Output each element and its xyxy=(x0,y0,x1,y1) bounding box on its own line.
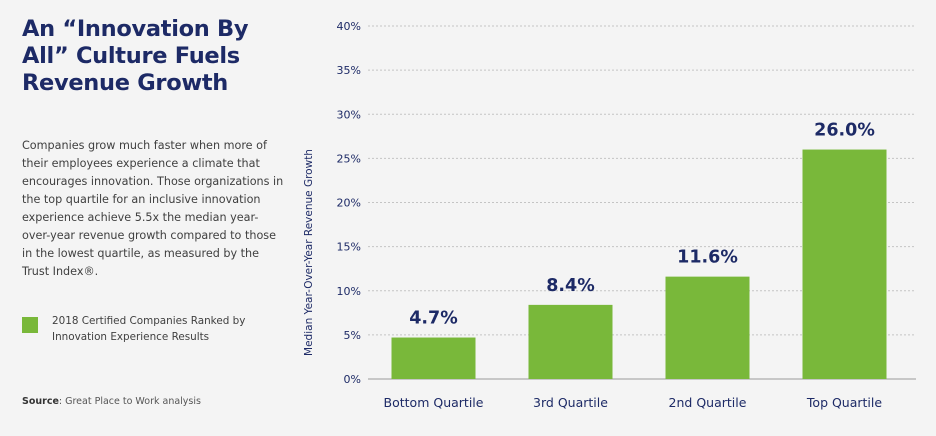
source-key: Source xyxy=(22,396,59,407)
data-label: 4.7% xyxy=(409,309,458,329)
bar xyxy=(802,149,887,379)
y-tick-label: 5% xyxy=(344,329,361,342)
chart-title: An “Innovation By All” Culture Fuels Rev… xyxy=(22,16,249,96)
x-tick-label: 2nd Quartile xyxy=(669,395,747,410)
y-tick-label: 30% xyxy=(337,108,361,121)
legend-label: 2018 Certified Companies Ranked by Innov… xyxy=(52,315,246,343)
y-tick-label: 20% xyxy=(337,197,361,210)
y-tick-label: 35% xyxy=(337,64,361,77)
chart-description: Companies grow much faster when more of … xyxy=(22,139,284,278)
data-labels: 4.7% 8.4% 11.6% 26.0% xyxy=(409,121,875,329)
y-axis-title: Median Year-Over-Year Revenue Growth xyxy=(303,149,315,356)
y-tick-label: 15% xyxy=(337,241,361,254)
legend: 2018 Certified Companies Ranked by Innov… xyxy=(22,313,252,345)
bar-chart: 0% 5% 10% 15% 20% 25% 30% 35% 40% Median Year-Ov… xyxy=(303,20,916,410)
y-tick-label: 0% xyxy=(344,373,361,386)
left-panel: An “Innovation By All” Culture Fuels Rev… xyxy=(22,16,292,407)
data-label: 11.6% xyxy=(677,248,738,268)
y-tick-label: 25% xyxy=(337,152,361,165)
source-note: Source: Great Place to Work analysis xyxy=(22,396,201,407)
source-text: : Great Place to Work analysis xyxy=(58,396,201,407)
x-axis-labels: Bottom Quartile 3rd Quartile 2nd Quartile T… xyxy=(384,395,883,410)
legend-swatch xyxy=(22,317,38,333)
bar xyxy=(391,337,476,379)
x-tick-label: 3rd Quartile xyxy=(533,395,608,410)
bar xyxy=(528,304,613,379)
data-label: 26.0% xyxy=(814,121,875,141)
y-axis-ticks: 0% 5% 10% 15% 20% 25% 30% 35% 40% xyxy=(337,20,361,386)
y-tick-label: 10% xyxy=(337,285,361,298)
data-label: 8.4% xyxy=(546,276,595,296)
bars xyxy=(391,149,887,379)
x-tick-label: Top Quartile xyxy=(806,395,882,410)
bar xyxy=(665,276,750,379)
y-tick-label: 40% xyxy=(337,20,361,33)
x-tick-label: Bottom Quartile xyxy=(384,395,484,410)
